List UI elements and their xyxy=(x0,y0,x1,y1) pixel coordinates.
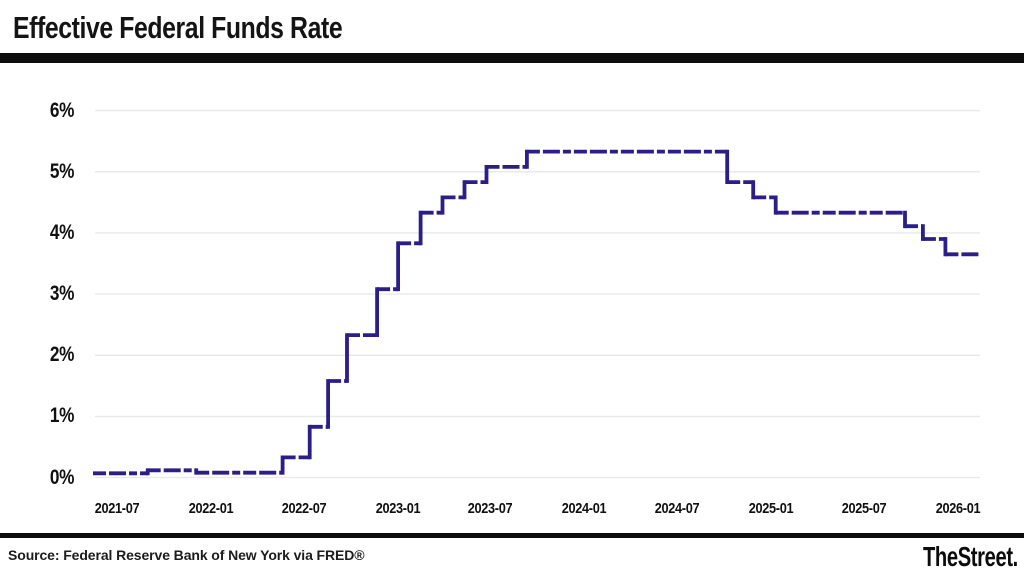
header-divider xyxy=(0,53,1024,63)
x-axis-label: 2026-01 xyxy=(935,500,980,517)
rate-line xyxy=(93,149,980,476)
gridlines xyxy=(95,109,980,479)
x-axis-label: 2022-01 xyxy=(188,500,234,517)
x-axis-label: 2025-07 xyxy=(841,500,886,517)
x-axis-label: 2024-07 xyxy=(654,500,700,517)
y-axis-label: 2% xyxy=(49,343,74,367)
x-axis-label: 2024-01 xyxy=(561,500,607,517)
page-title: Effective Federal Funds Rate xyxy=(13,10,343,45)
brand-logo: TheStreet. xyxy=(923,541,1018,572)
x-axis-label: 2023-01 xyxy=(375,500,420,517)
y-axis-label: 6% xyxy=(49,98,74,122)
y-axis-label: 5% xyxy=(49,159,74,183)
rate-line-verticals xyxy=(145,149,948,476)
x-axis-label: 2021-07 xyxy=(94,500,140,517)
y-axis-label: 4% xyxy=(49,220,74,244)
footer-divider xyxy=(0,533,1024,538)
x-axis-label: 2022-07 xyxy=(281,500,326,517)
rate-line-horizontals xyxy=(93,149,980,476)
x-axis-label: 2023-07 xyxy=(467,500,513,517)
y-axis-label: 0% xyxy=(49,465,74,489)
y-axis-label: 1% xyxy=(49,404,74,428)
source-text: Source: Federal Reserve Bank of New York… xyxy=(8,547,365,563)
y-axis-label: 3% xyxy=(49,282,74,306)
x-axis-label: 2025-01 xyxy=(748,500,794,517)
